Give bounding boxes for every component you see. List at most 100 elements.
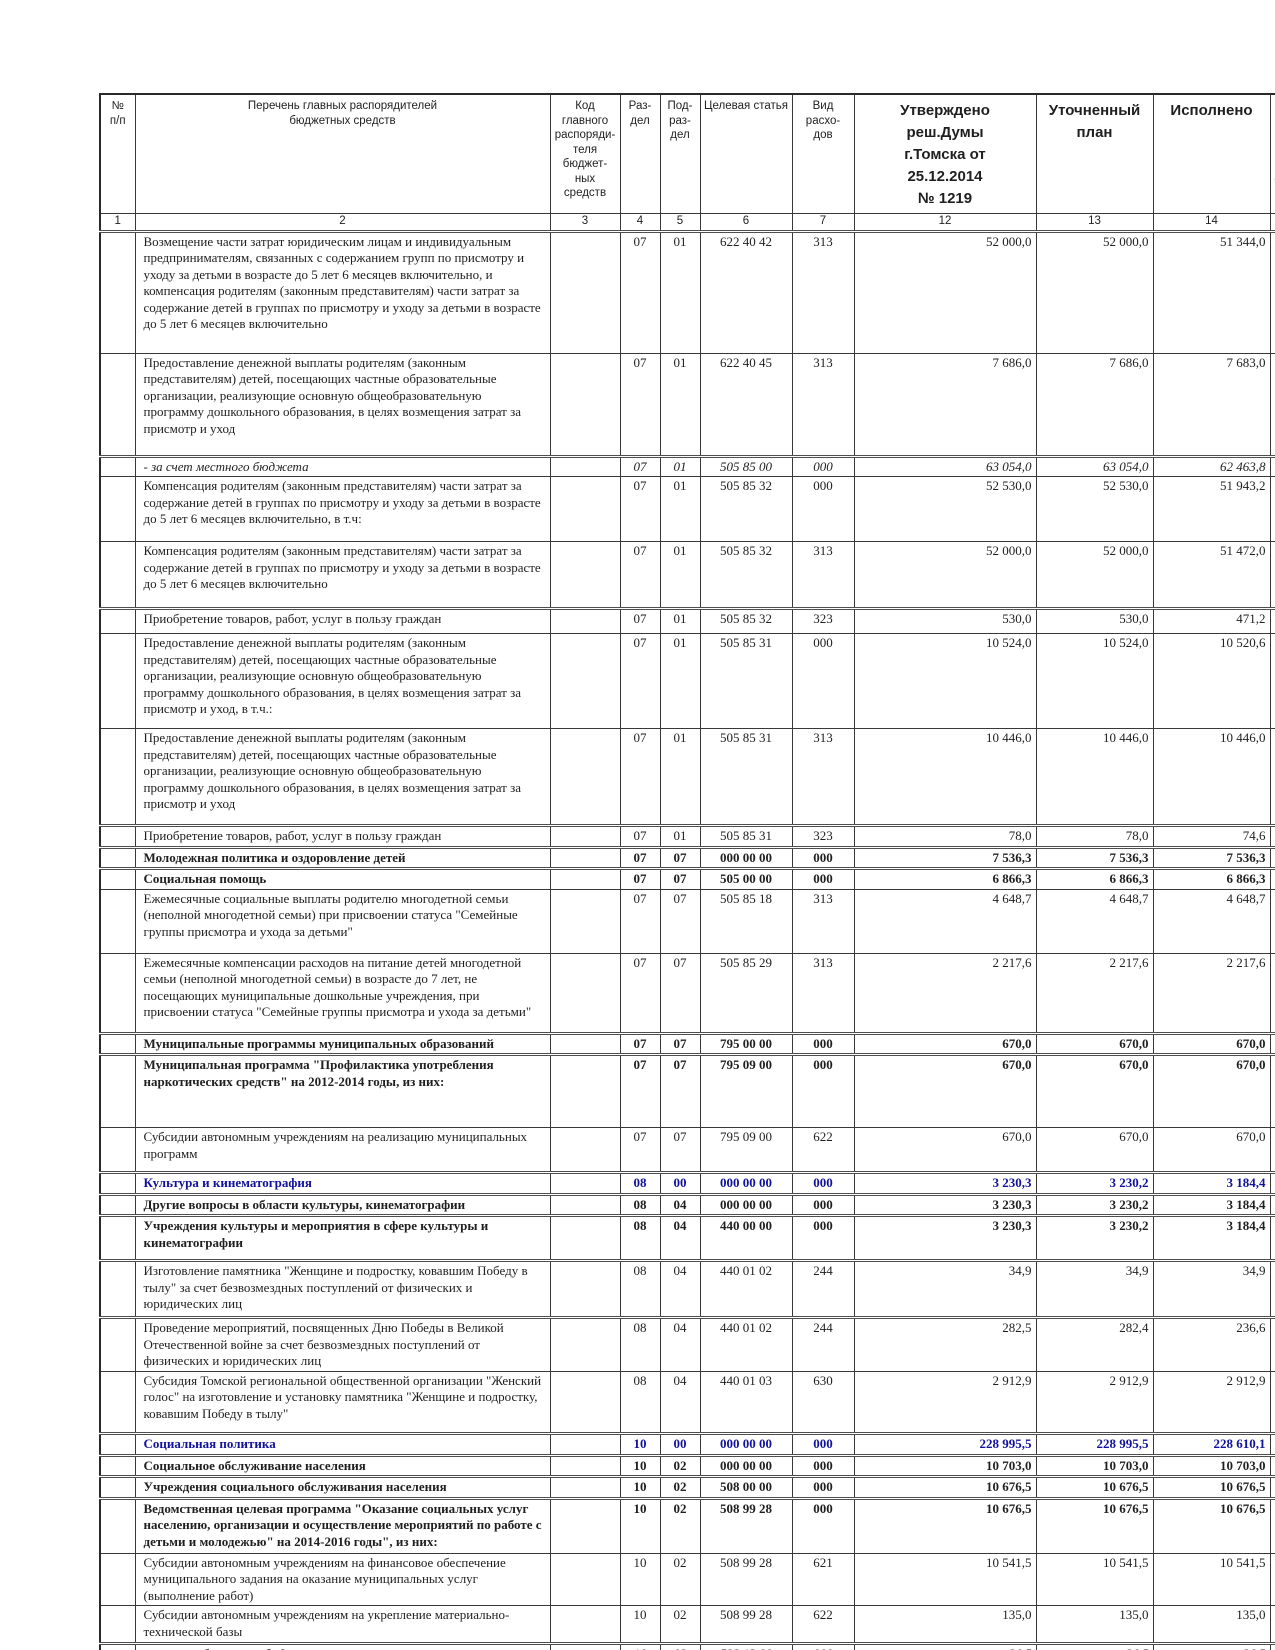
cell-description: Социальная помощь (134, 867, 551, 890)
table-header: № п/п Перечень главных распорядителей бю… (99, 93, 1275, 233)
cell-expense-type: 000 (791, 1431, 855, 1456)
cell-razdel: 10 (619, 1453, 661, 1477)
cell-updated-plan: 670,0 (1035, 1053, 1154, 1128)
cell-podrazdel: 04 (659, 1259, 701, 1318)
cell-target-article: 505 85 31 (699, 728, 793, 826)
cell-row-number (99, 352, 136, 457)
table-row: Предоставление денежной выплаты родителя… (99, 728, 1275, 826)
col-header-grbs-code: Код главного распоряди- теля бюджет- ных… (549, 93, 621, 214)
column-index: 5 (659, 212, 701, 233)
cell-approved: 670,0 (853, 1053, 1037, 1128)
cell-razdel: 10 (619, 1431, 661, 1456)
cell-target-article: 505 85 00 (699, 454, 793, 477)
cell-razdel: 07 (619, 633, 661, 729)
cell-row-number (99, 1031, 136, 1055)
cell-razdel: 10 (619, 1642, 661, 1650)
cell-razdel: 08 (619, 1192, 661, 1216)
table-row: Культура и кинематография 08 00 000 00 00 00… (99, 1171, 1275, 1195)
cell-description: Субсидии автономным учреждениям на укреп… (134, 1605, 551, 1644)
cell-updated-plan: 34,9 (1035, 1259, 1154, 1318)
cell-podrazdel: 00 (659, 1431, 701, 1456)
column-index: 14 (1152, 212, 1271, 233)
table-row: Учреждения культуры и мероприятия в сфер… (99, 1214, 1275, 1261)
cell-target-article: 000 00 00 (699, 1192, 793, 1216)
cell-executed: 471,2 (1152, 607, 1271, 634)
cell-updated-plan: 2 217,6 (1035, 952, 1154, 1034)
cell-approved: 3 230,3 (853, 1214, 1037, 1261)
cell-cut (1269, 352, 1275, 457)
cell-row-number (99, 1642, 136, 1650)
cell-razdel: 08 (619, 1259, 661, 1318)
cell-target-article: 505 85 31 (699, 633, 793, 729)
cell-description: Субсидии автономным учреждениям на реали… (134, 1127, 551, 1173)
cell-razdel: 10 (619, 1475, 661, 1499)
cell-updated-plan: 2 912,9 (1035, 1370, 1154, 1434)
cell-expense-type: 000 (791, 867, 855, 890)
cell-grbs-code (549, 1431, 621, 1456)
cell-updated-plan: 52 530,0 (1035, 476, 1154, 542)
table-row: Ежемесячные компенсации расходов на пита… (99, 952, 1275, 1034)
cell-podrazdel: 02 (659, 1642, 701, 1650)
cell-podrazdel: 01 (659, 824, 701, 848)
cell-executed: 236,6 (1152, 1316, 1271, 1372)
cell-grbs-code (549, 454, 621, 477)
column-index: 7 (791, 212, 855, 233)
cell-executed: 2 217,6 (1152, 952, 1271, 1034)
cell-executed: 10 541,5 (1152, 1552, 1271, 1606)
table-row: Учреждения социального обслуживания насе… (99, 1475, 1275, 1499)
cell-row-number (99, 633, 136, 729)
cell-razdel: 08 (619, 1214, 661, 1261)
cell-approved: 6 866,3 (853, 867, 1037, 890)
cell-approved: 2 217,6 (853, 952, 1037, 1034)
cell-cut (1269, 1031, 1275, 1055)
cell-row-number (99, 1053, 136, 1128)
cell-description: - за счет областного бюджета (134, 1642, 551, 1650)
column-index: 1 (99, 212, 136, 233)
cell-grbs-code (549, 1605, 621, 1644)
cell-approved: 10 676,5 (853, 1475, 1037, 1499)
cell-approved: 10 446,0 (853, 728, 1037, 826)
cell-executed: 228 610,1 (1152, 1431, 1271, 1456)
cell-grbs-code (549, 1259, 621, 1318)
col-header-target-article: Целевая статья (699, 93, 793, 214)
cell-grbs-code (549, 728, 621, 826)
cell-target-article: 440 01 02 (699, 1259, 793, 1318)
cell-description: Ежемесячные социальные выплаты родителю … (134, 888, 551, 954)
cell-updated-plan: 10 524,0 (1035, 633, 1154, 729)
cell-razdel: 07 (619, 352, 661, 457)
cell-executed: 10 520,6 (1152, 633, 1271, 729)
cell-razdel: 07 (619, 952, 661, 1034)
cell-cut (1269, 1053, 1275, 1128)
cell-approved: 26,5 (853, 1642, 1037, 1650)
cell-approved: 7 536,3 (853, 845, 1037, 869)
cell-expense-type: 313 (791, 230, 855, 354)
cell-expense-type: 621 (791, 1552, 855, 1606)
cell-target-article: 795 09 00 (699, 1053, 793, 1128)
cell-cut (1269, 867, 1275, 890)
cell-grbs-code (549, 541, 621, 609)
cell-description: Компенсация родителям (законным представ… (134, 541, 551, 609)
cell-target-article: 505 00 00 (699, 867, 793, 890)
cell-razdel: 08 (619, 1370, 661, 1434)
cell-updated-plan: 282,4 (1035, 1316, 1154, 1372)
cell-cut (1269, 1431, 1275, 1456)
cell-approved: 670,0 (853, 1127, 1037, 1173)
cell-row-number (99, 1496, 136, 1554)
cell-target-article: 508 00 00 (699, 1475, 793, 1499)
column-index: 4 (619, 212, 661, 233)
cell-grbs-code (549, 1192, 621, 1216)
cell-razdel: 07 (619, 888, 661, 954)
cell-podrazdel: 02 (659, 1453, 701, 1477)
cell-description: Приобретение товаров, работ, услуг в пол… (134, 824, 551, 848)
budget-table: № п/п Перечень главных распорядителей бю… (99, 93, 1275, 1650)
cell-cut (1269, 1370, 1275, 1434)
cell-expense-type: 630 (791, 1370, 855, 1434)
cell-row-number (99, 728, 136, 826)
cell-expense-type: 000 (791, 633, 855, 729)
cell-razdel: 07 (619, 1127, 661, 1173)
cell-target-article: 505 85 32 (699, 476, 793, 542)
column-index: 12 (853, 212, 1037, 233)
cell-expense-type: 313 (791, 728, 855, 826)
cell-cut (1269, 1552, 1275, 1606)
cell-target-article: 622 40 42 (699, 230, 793, 354)
